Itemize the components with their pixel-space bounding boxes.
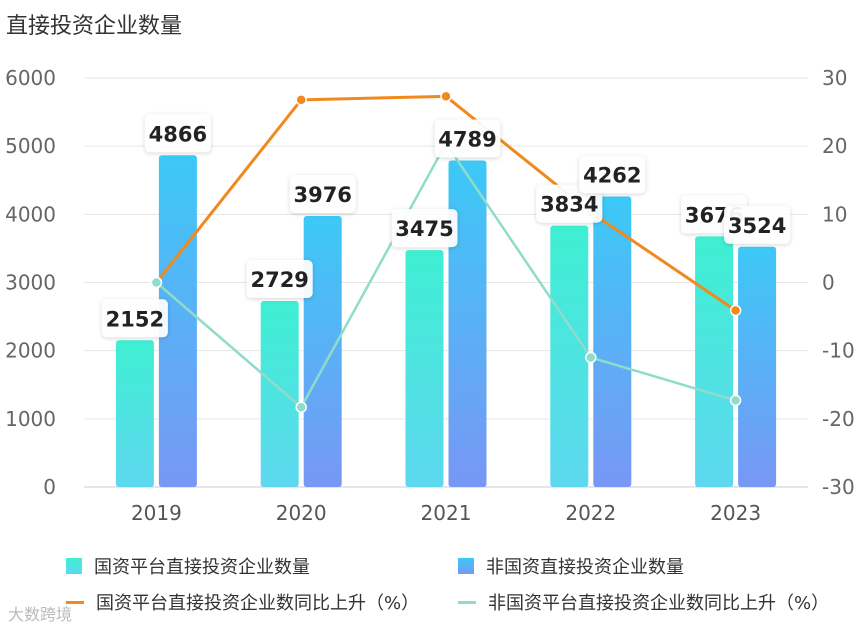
- source-watermark: 大数跨境: [8, 605, 73, 624]
- left-axis-ticks: 0 1000 2000 3000 4000 5000 6000: [5, 66, 56, 499]
- data-label: 3976: [289, 174, 356, 213]
- data-label: 4789: [434, 119, 501, 158]
- bars: [115, 155, 777, 488]
- line-point[interactable]: [729, 304, 742, 317]
- left-tick-label: 1000: [5, 407, 56, 431]
- legend-item-state-count[interactable]: 国资平台直接投资企业数量: [66, 553, 310, 579]
- data-label: 3834: [536, 184, 603, 223]
- data-label-box: [434, 119, 501, 158]
- right-tick-label: 0: [822, 271, 835, 295]
- left-tick-label: 2000: [5, 339, 56, 363]
- line-point[interactable]: [150, 276, 163, 289]
- bar-nonstate[interactable]: [448, 160, 487, 487]
- line-point[interactable]: [440, 90, 452, 103]
- data-label: 4866: [144, 114, 211, 153]
- right-tick-label: 30: [822, 66, 847, 90]
- right-tick-label: 10: [822, 202, 847, 226]
- line-point[interactable]: [585, 351, 597, 364]
- data-label-text: 3475: [395, 217, 453, 241]
- data-label: 3524: [724, 205, 791, 244]
- data-label-text: 2152: [106, 307, 164, 331]
- data-label: 4262: [579, 155, 646, 194]
- legend-swatch-nonstate-count: [458, 558, 474, 574]
- data-label-box: [724, 205, 791, 244]
- data-label-box: [536, 184, 603, 223]
- legend-item-nonstate-count[interactable]: 非国资直接投资企业数量: [458, 553, 684, 579]
- legend-item-state-growth[interactable]: 国资平台直接投资企业数同比上升（%）: [66, 589, 419, 615]
- data-label-text: 4866: [149, 122, 207, 146]
- data-label-text: 4262: [583, 163, 641, 187]
- data-label-box: [101, 299, 168, 338]
- bar-nonstate[interactable]: [738, 246, 777, 487]
- line-point[interactable]: [295, 401, 307, 413]
- left-tick-label: 6000: [5, 66, 56, 90]
- bar-nonstate[interactable]: [303, 215, 342, 487]
- x-tick-label: 2021: [421, 501, 472, 525]
- data-label-text: 4789: [438, 128, 496, 152]
- data-label-box: [246, 259, 313, 298]
- data-label-box: [579, 155, 646, 194]
- legend-label-state-growth: 国资平台直接投资企业数同比上升（%）: [96, 593, 420, 614]
- bar-nonstate[interactable]: [593, 196, 632, 487]
- data-label-box: [289, 174, 356, 213]
- left-tick-label: 4000: [5, 202, 56, 226]
- data-label: 2729: [246, 259, 313, 298]
- data-label-box: [391, 209, 458, 248]
- legend-swatch-state-growth: [66, 600, 84, 604]
- x-tick-label: 2020: [276, 501, 327, 525]
- chart-canvas: 0 1000 2000 3000 4000 5000 6000 -30 -20 -10 0 10 20…: [5, 66, 855, 525]
- data-label-text: 3524: [728, 214, 786, 238]
- data-label-box: [144, 114, 211, 153]
- legend-label-nonstate-count: 非国资直接投资企业数量: [486, 557, 684, 578]
- x-axis-ticks: 2019 2020 2021 2022 2023: [131, 501, 761, 525]
- right-axis-ticks: -30 -20 -10 0 10 20 30: [822, 66, 855, 499]
- chart-title: 直接投资企业数量: [6, 14, 183, 39]
- legend-item-nonstate-growth[interactable]: 非国资平台直接投资企业数同比上升（%）: [458, 589, 829, 615]
- left-tick-label: 3000: [5, 271, 56, 295]
- bar-state[interactable]: [405, 250, 444, 487]
- left-tick-label: 0: [43, 475, 56, 499]
- data-label: 2152: [101, 299, 168, 338]
- legend-swatch-nonstate-growth: [458, 600, 476, 604]
- bar-state[interactable]: [115, 340, 154, 487]
- left-tick-label: 5000: [5, 134, 56, 158]
- right-tick-label: -30: [822, 475, 855, 499]
- line-point[interactable]: [295, 94, 307, 106]
- x-tick-label: 2023: [710, 501, 761, 525]
- legend-label-state-count: 国资平台直接投资企业数量: [94, 557, 310, 578]
- right-tick-label: 20: [822, 134, 847, 158]
- data-label: 3475: [391, 209, 458, 248]
- data-label-text: 3976: [293, 183, 351, 207]
- legend-swatch-state-count: [66, 558, 82, 574]
- legend-label-nonstate-growth: 非国资平台直接投资企业数同比上升（%）: [488, 593, 830, 614]
- bar-state[interactable]: [550, 225, 589, 488]
- line-point[interactable]: [729, 394, 742, 407]
- x-tick-label: 2019: [131, 501, 182, 525]
- data-label-text: 2729: [250, 268, 308, 292]
- right-tick-label: -10: [822, 339, 855, 363]
- bar-state[interactable]: [260, 300, 299, 487]
- bar-state[interactable]: [695, 236, 734, 487]
- x-tick-label: 2022: [565, 501, 616, 525]
- line-nonstate-growth: [155, 142, 736, 409]
- right-tick-label: -20: [822, 407, 855, 431]
- data-label-text: 3834: [540, 193, 598, 217]
- bar-nonstate[interactable]: [158, 155, 197, 487]
